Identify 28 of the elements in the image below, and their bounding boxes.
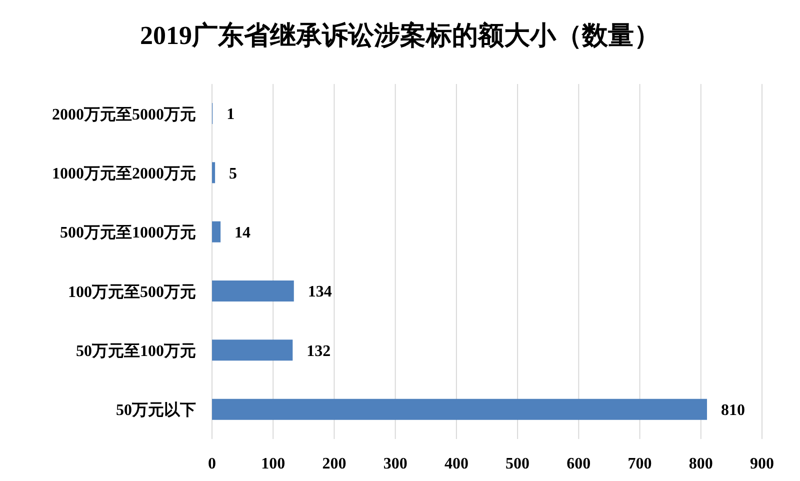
- x-tick-label: 900: [750, 455, 774, 472]
- y-tick-label: 50万元以下: [116, 401, 196, 420]
- data-label: 5: [229, 165, 238, 182]
- data-label: 132: [306, 342, 331, 360]
- x-tick-label: 100: [261, 455, 286, 472]
- bar: [212, 221, 221, 242]
- x-tick-label: 200: [322, 455, 346, 472]
- x-tick-label: 800: [688, 455, 713, 472]
- bar: [212, 280, 294, 302]
- bar: [212, 162, 216, 184]
- chart-title: 2019广东省继承诉讼涉案标的额大小（数量）: [139, 20, 661, 52]
- bar: [212, 398, 707, 420]
- x-tick-label: 0: [208, 455, 216, 472]
- x-tick-label: 500: [506, 455, 530, 472]
- x-tick-label: 700: [628, 455, 652, 472]
- y-tick-label: 2000万元至5000万元: [52, 106, 196, 124]
- data-label: 1: [226, 106, 235, 124]
- bar: [212, 340, 293, 361]
- x-tick-label: 600: [566, 455, 591, 472]
- y-tick-label: 50万元至100万元: [76, 342, 196, 360]
- y-tick-label: 1000万元至2000万元: [52, 165, 196, 182]
- y-tick-label: 500万元至1000万元: [60, 224, 196, 242]
- data-label: 810: [721, 402, 745, 420]
- y-tick-label: 100万元至500万元: [68, 284, 196, 301]
- data-label: 14: [234, 224, 251, 242]
- data-label: 134: [308, 284, 332, 301]
- x-tick-label: 400: [444, 455, 468, 472]
- x-tick-label: 300: [383, 455, 408, 472]
